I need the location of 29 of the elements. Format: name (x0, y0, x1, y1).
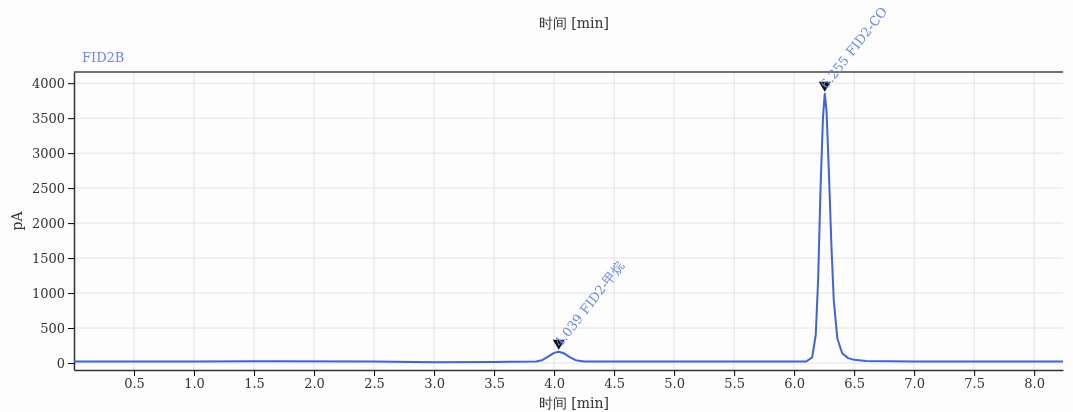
x-tick-label: 4.5 (604, 376, 625, 392)
y-tick-label: 2000 (31, 215, 65, 231)
x-tick-label: 7.5 (964, 376, 986, 392)
x-tick-label: 3.5 (484, 376, 505, 392)
x-tick-label: 1.0 (184, 376, 205, 392)
y-tick-label: 3000 (31, 145, 65, 161)
x-tick-label: 4.0 (544, 376, 565, 392)
x-tick-label: 0.5 (124, 376, 145, 392)
x-tick-label: 5.0 (664, 376, 685, 392)
x-axis-title: 时间 [min] (538, 395, 610, 411)
x-tick-label: 6.0 (784, 376, 805, 392)
y-tick-label: 2500 (31, 180, 65, 196)
x-tick-label: 7.0 (904, 376, 926, 392)
x-tick-label: 8.0 (1024, 376, 1046, 392)
y-tick-label: 1500 (31, 250, 65, 266)
x-tick-label: 2.0 (304, 376, 325, 392)
x-tick-label: 5.5 (724, 376, 745, 392)
x-tick-label: 3.0 (424, 376, 445, 392)
y-tick-label: 4000 (31, 75, 65, 91)
y-tick-label: 0 (56, 355, 65, 371)
chart-subtitle: FID2B (82, 50, 125, 65)
chart-title: 时间 [min] (538, 15, 610, 31)
x-tick-label: 6.5 (844, 376, 865, 392)
y-tick-label: 3500 (31, 110, 65, 126)
y-axis-title: pA (9, 210, 25, 231)
y-tick-label: 500 (40, 320, 65, 336)
y-tick-label: 1000 (31, 285, 65, 301)
x-tick-label: 2.5 (364, 376, 385, 392)
x-tick-label: 1.5 (244, 376, 265, 392)
